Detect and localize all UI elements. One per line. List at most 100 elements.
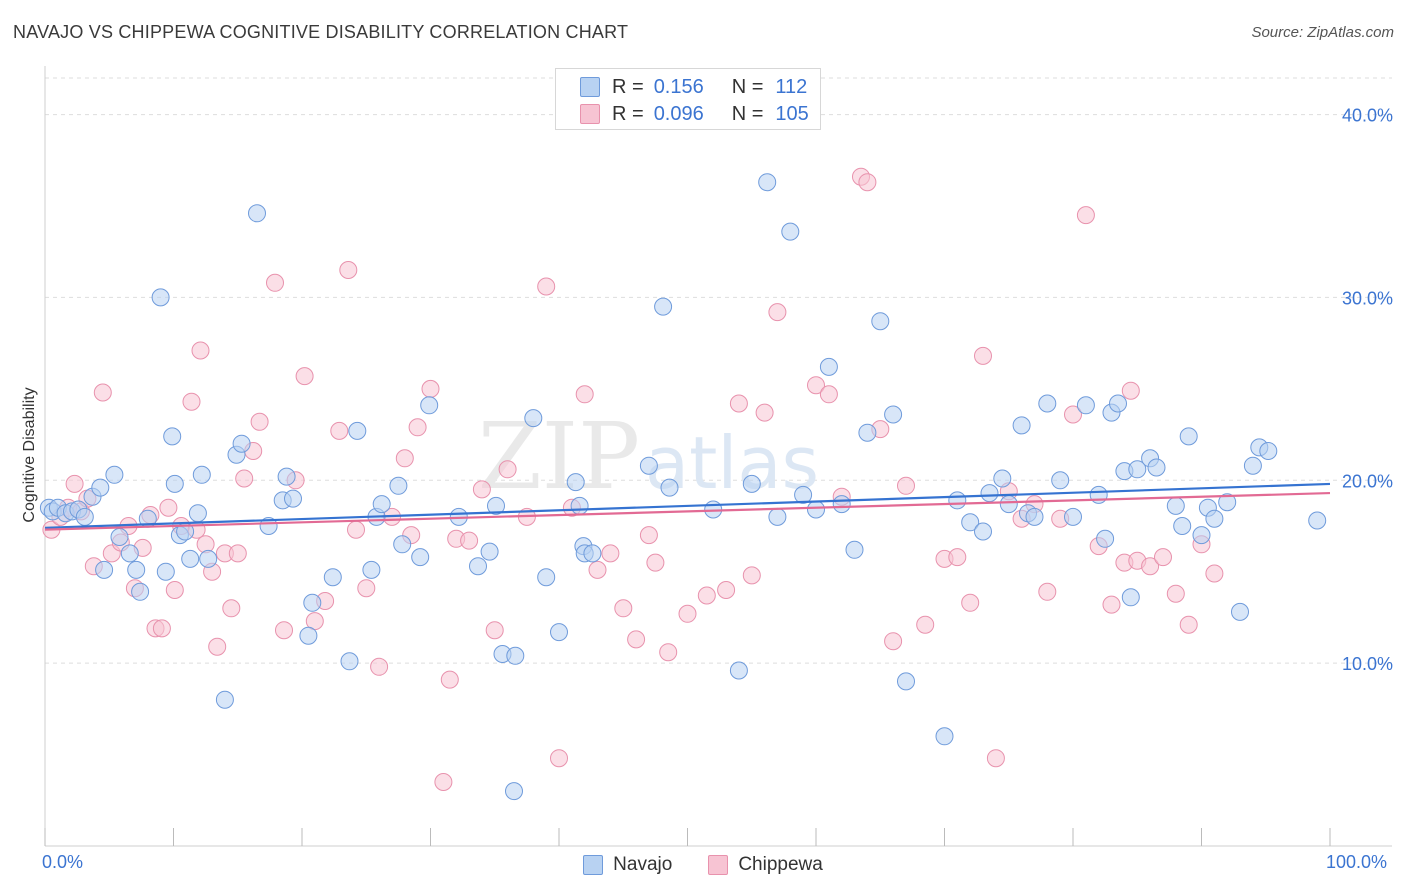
chippewa-point[interactable] (627, 630, 646, 649)
navajo-point[interactable] (340, 652, 359, 671)
chippewa-point[interactable] (395, 449, 414, 468)
navajo-point[interactable] (120, 544, 139, 563)
chippewa-point[interactable] (347, 520, 365, 539)
navajo-point[interactable] (794, 485, 813, 504)
navajo-point[interactable] (181, 549, 200, 568)
chippewa-point[interactable] (948, 548, 967, 567)
chippewa-point[interactable] (1179, 615, 1198, 634)
navajo-point[interactable] (845, 540, 864, 559)
chippewa-point[interactable] (408, 418, 427, 437)
navajo-point[interactable] (961, 513, 980, 532)
navajo-point[interactable] (993, 469, 1012, 488)
chippewa-point[interactable] (819, 385, 838, 404)
navajo-point[interactable] (999, 495, 1018, 514)
chippewa-point[interactable] (601, 544, 620, 563)
navajo-point[interactable] (259, 517, 278, 535)
chippewa-point[interactable] (421, 379, 440, 398)
navajo-point[interactable] (935, 727, 954, 746)
navajo-point[interactable] (127, 560, 146, 579)
chippewa-point[interactable] (659, 643, 678, 662)
navajo-point[interactable] (277, 467, 296, 486)
legend-item-navajo[interactable]: Navajo (583, 854, 672, 876)
chippewa-point[interactable] (588, 560, 607, 579)
chippewa-point[interactable] (678, 604, 697, 623)
navajo-point[interactable] (566, 473, 585, 492)
navajo-point[interactable] (248, 204, 266, 223)
navajo-point[interactable] (1096, 529, 1115, 548)
navajo-point[interactable] (781, 222, 800, 241)
chippewa-point[interactable] (1154, 548, 1172, 567)
chippewa-point[interactable] (472, 480, 491, 499)
navajo-point[interactable] (1025, 507, 1044, 526)
chippewa-point[interactable] (1121, 381, 1140, 400)
navajo-point[interactable] (1109, 394, 1127, 413)
navajo-point[interactable] (389, 476, 408, 495)
navajo-point[interactable] (1064, 507, 1082, 526)
navajo-point[interactable] (232, 434, 251, 453)
navajo-point[interactable] (469, 557, 487, 576)
navajo-point[interactable] (871, 312, 890, 331)
navajo-point[interactable] (393, 535, 412, 554)
chippewa-point[interactable] (575, 385, 594, 404)
navajo-point[interactable] (95, 560, 114, 579)
navajo-point[interactable] (156, 562, 175, 581)
navajo-point[interactable] (1051, 471, 1070, 490)
navajo-point[interactable] (1121, 588, 1140, 607)
chippewa-point[interactable] (228, 544, 247, 563)
chippewa-point[interactable] (159, 498, 178, 517)
chippewa-point[interactable] (208, 637, 227, 656)
chippewa-point[interactable] (498, 460, 517, 479)
chippewa-point[interactable] (550, 749, 568, 768)
navajo-point[interactable] (1308, 511, 1327, 530)
navajo-point[interactable] (505, 782, 523, 801)
navajo-point[interactable] (524, 409, 543, 428)
chippewa-point[interactable] (191, 341, 210, 360)
navajo-point[interactable] (362, 560, 381, 579)
navajo-point[interactable] (188, 504, 207, 523)
chippewa-point[interactable] (440, 670, 459, 689)
chippewa-point[interactable] (897, 476, 915, 495)
chippewa-point[interactable] (275, 621, 293, 640)
chippewa-point[interactable] (768, 303, 787, 322)
chippewa-point[interactable] (986, 749, 1005, 768)
navajo-point[interactable] (758, 173, 777, 192)
chippewa-point[interactable] (1038, 582, 1057, 601)
chippewa-point[interactable] (1166, 584, 1185, 603)
navajo-point[interactable] (1038, 394, 1057, 413)
chippewa-point[interactable] (537, 277, 556, 296)
chippewa-point[interactable] (1141, 557, 1160, 576)
chippewa-point[interactable] (1076, 206, 1095, 225)
chippewa-point[interactable] (65, 474, 84, 493)
chippewa-point[interactable] (646, 553, 665, 572)
navajo-point[interactable] (1179, 427, 1198, 446)
navajo-point[interactable] (1231, 602, 1249, 621)
navajo-point[interactable] (131, 582, 150, 601)
navajo-point[interactable] (110, 528, 129, 546)
navajo-point[interactable] (884, 405, 903, 424)
navajo-point[interactable] (1205, 509, 1224, 528)
navajo-point[interactable] (639, 456, 658, 475)
navajo-point[interactable] (660, 478, 679, 497)
navajo-point[interactable] (974, 522, 992, 541)
chippewa-point[interactable] (250, 412, 269, 431)
navajo-point[interactable] (480, 542, 499, 561)
chippewa-point[interactable] (729, 394, 748, 413)
navajo-point[interactable] (1218, 493, 1237, 512)
chippewa-point[interactable] (357, 579, 376, 598)
navajo-point[interactable] (768, 507, 787, 526)
chippewa-point[interactable] (196, 535, 215, 554)
navajo-point[interactable] (151, 288, 170, 307)
navajo-point[interactable] (323, 568, 342, 587)
navajo-point[interactable] (215, 690, 234, 709)
chippewa-point[interactable] (1205, 564, 1224, 583)
navajo-point[interactable] (91, 478, 110, 497)
navajo-point[interactable] (75, 507, 94, 526)
navajo-point[interactable] (284, 489, 302, 508)
navajo-point[interactable] (570, 496, 589, 515)
navajo-point[interactable] (980, 484, 999, 503)
chippewa-point[interactable] (614, 599, 633, 618)
navajo-point[interactable] (1076, 396, 1095, 415)
navajo-point[interactable] (948, 491, 967, 510)
navajo-point[interactable] (303, 593, 322, 612)
chippewa-point[interactable] (235, 469, 254, 488)
